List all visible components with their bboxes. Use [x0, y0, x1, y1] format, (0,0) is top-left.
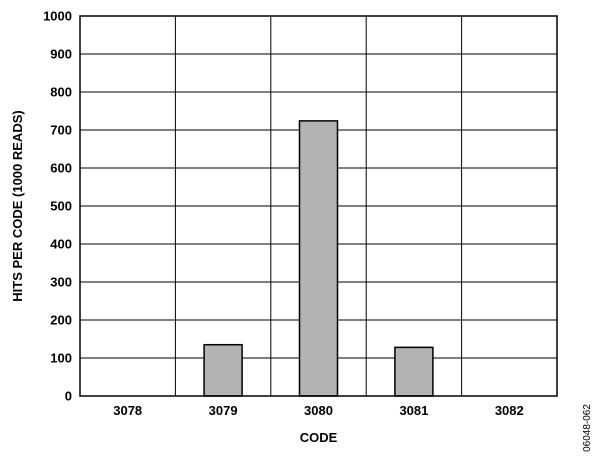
y-tick-label: 700 [50, 123, 72, 138]
figure-id-label: 06048-062 [582, 404, 593, 452]
x-tick-labels: 3078 3079 3080 3081 3082 [113, 403, 524, 418]
plot-frame [79, 15, 558, 397]
y-tick-label: 100 [50, 351, 72, 366]
x-tick-label: 3081 [399, 403, 428, 418]
y-tick-label: 1000 [43, 9, 72, 24]
x-tick-label: 3080 [304, 403, 333, 418]
y-tick-labels: 0 100 200 300 400 500 600 700 800 900 1000 [43, 9, 72, 404]
bar-3081 [394, 346, 434, 397]
y-tick-label: 200 [50, 313, 72, 328]
y-tick-label: 500 [50, 199, 72, 214]
y-tick-label: 400 [50, 237, 72, 252]
bars [203, 120, 434, 397]
x-tick-label: 3082 [495, 403, 524, 418]
y-tick-label: 0 [65, 389, 72, 404]
x-axis-title: CODE [300, 430, 338, 445]
bar-3080 [298, 120, 339, 397]
x-tick-label: 3079 [209, 403, 238, 418]
bar-3079 [203, 343, 243, 397]
x-tick-label: 3078 [113, 403, 142, 418]
y-tick-label: 600 [50, 161, 72, 176]
y-axis-title: HITS PER CODE (1000 READS) [10, 110, 25, 301]
y-tick-label: 800 [50, 85, 72, 100]
y-tick-label: 900 [50, 47, 72, 62]
y-tick-label: 300 [50, 275, 72, 290]
